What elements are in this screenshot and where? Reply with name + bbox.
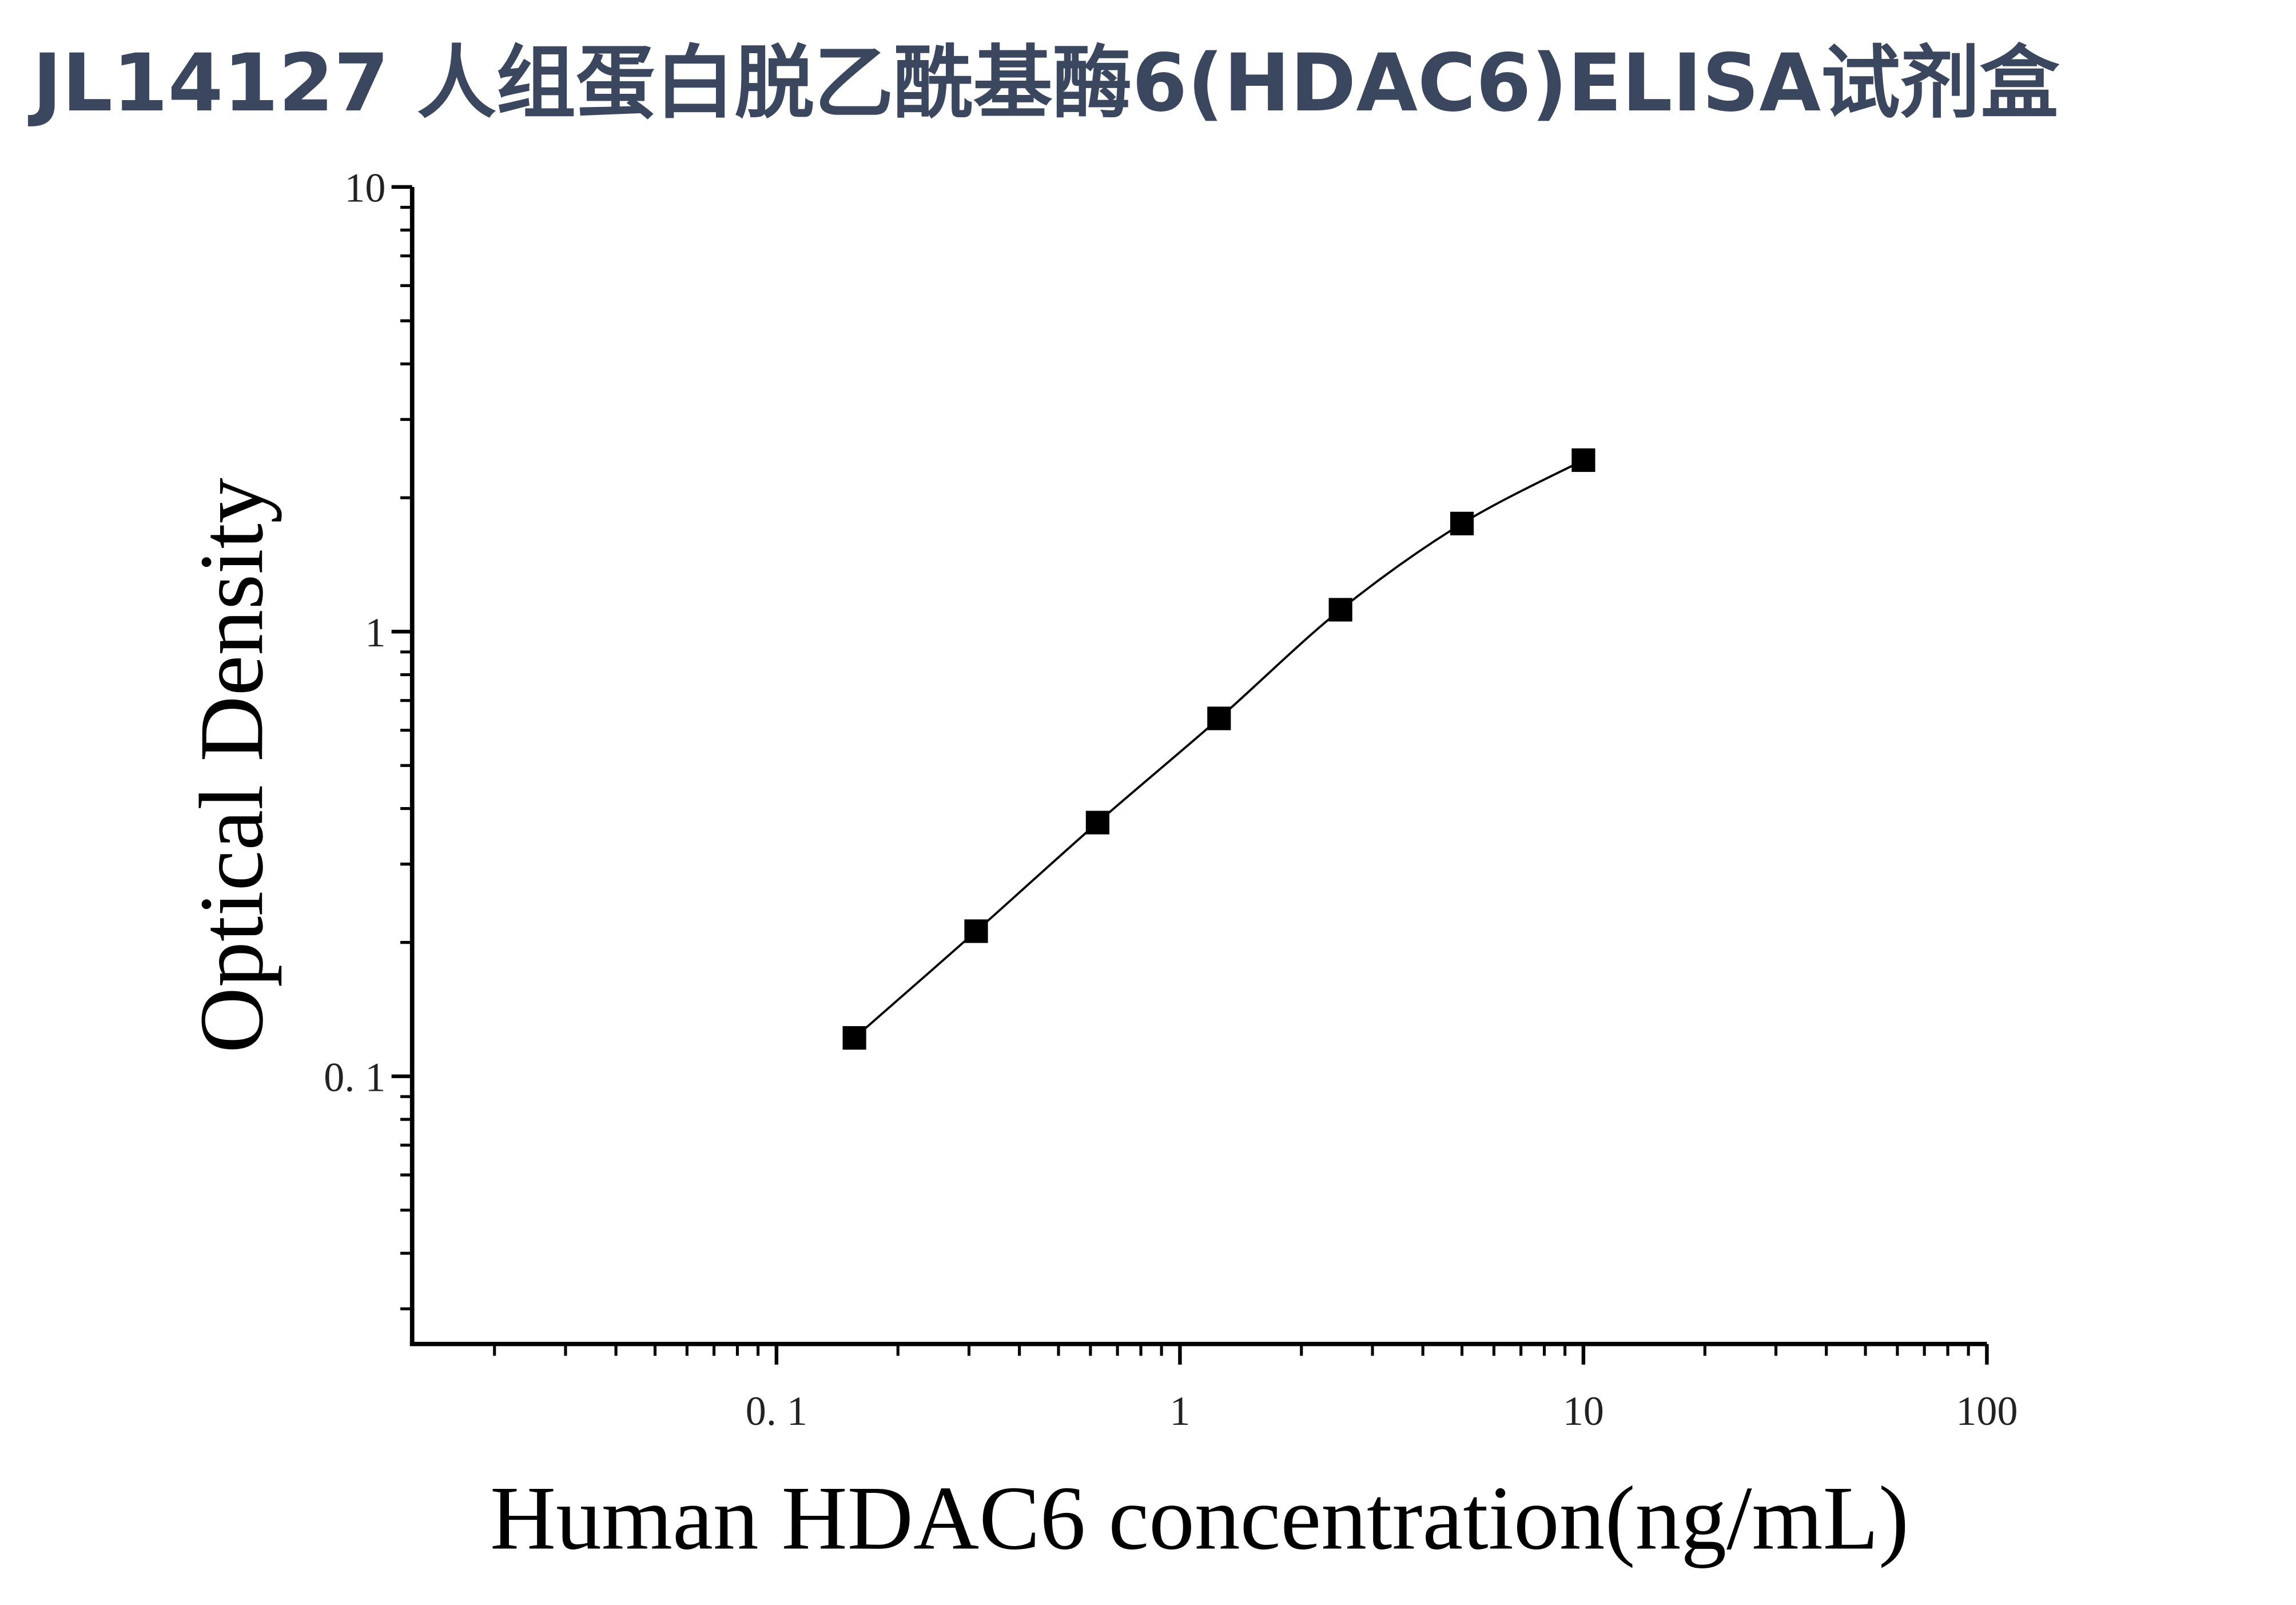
data-point xyxy=(1571,448,1595,472)
data-point xyxy=(1328,598,1352,622)
y-axis-label: Optical Density xyxy=(181,478,282,1053)
data-point xyxy=(1450,511,1474,535)
chart-title: JL14127 人组蛋白脱乙酰基酶6(HDAC6)ELISA试剂盒 xyxy=(28,37,2060,129)
x-tick-label: 100 xyxy=(1956,1388,2018,1434)
data-point xyxy=(1207,706,1231,730)
y-tick-label: 0. 1 xyxy=(324,1054,385,1100)
x-tick-label: 0. 1 xyxy=(746,1388,807,1434)
data-point xyxy=(842,1026,866,1050)
y-tick-label: 1 xyxy=(365,610,385,655)
data-point xyxy=(1085,811,1109,835)
data-point xyxy=(964,919,988,943)
x-tick-label: 10 xyxy=(1563,1388,1604,1434)
x-tick-label: 1 xyxy=(1169,1388,1190,1434)
x-axis-label: Human HDAC6 concentration(ng/mL) xyxy=(490,1467,1909,1568)
y-tick-label: 10 xyxy=(344,165,385,211)
